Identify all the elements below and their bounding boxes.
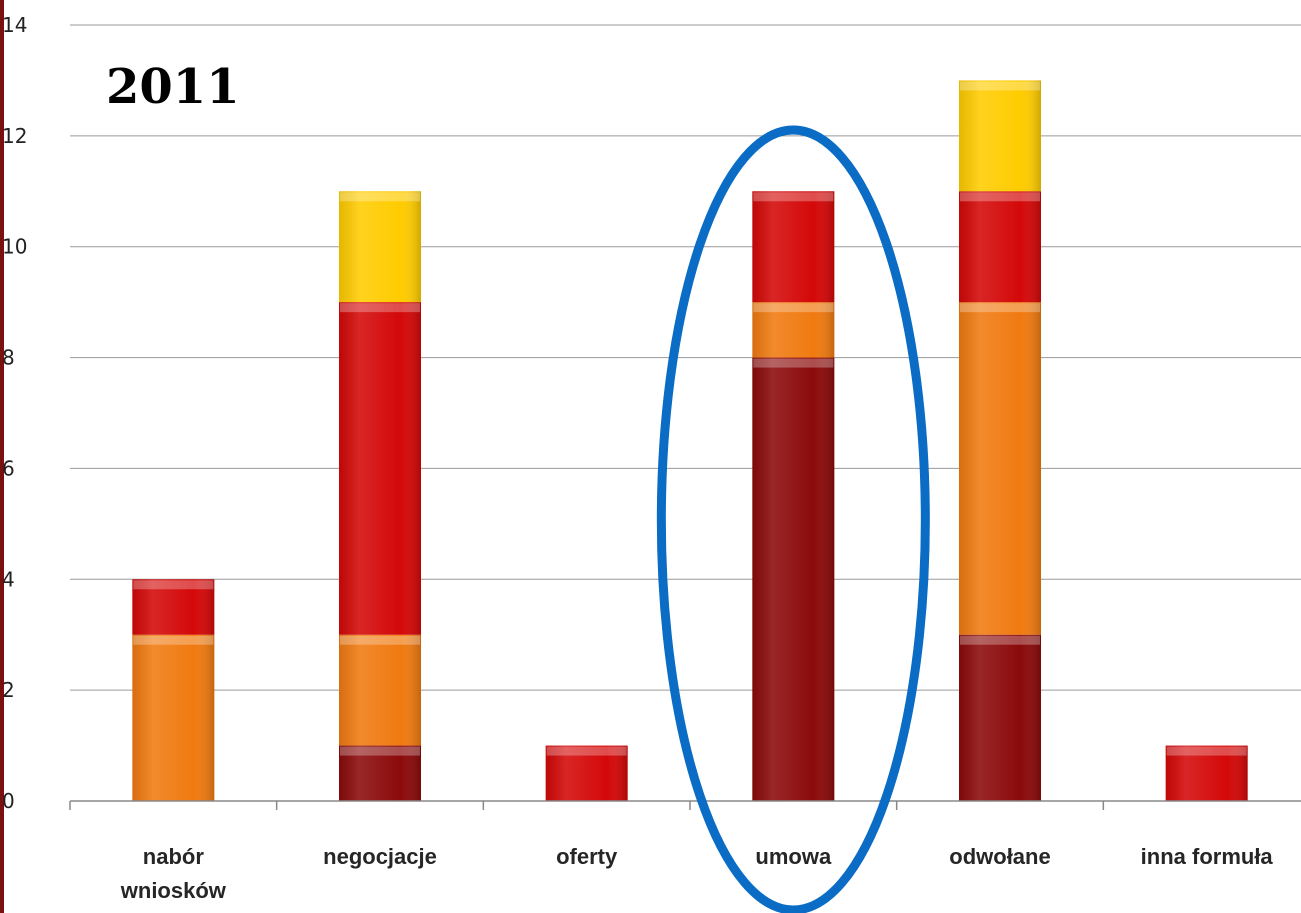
bar-segment: [752, 191, 835, 303]
bar-segment: [339, 191, 421, 303]
bar-segment-bevel: [1166, 746, 1247, 756]
x-category-label-line: negocjacje: [323, 844, 437, 869]
bar-segment-shade: [1165, 745, 1248, 801]
bar-segment-shade: [959, 634, 1041, 801]
bar-segment-bevel: [340, 303, 420, 313]
bar-segment-shade: [339, 745, 421, 801]
x-category-label-line: inna formuła: [1141, 844, 1274, 869]
bar-segment-bevel: [546, 746, 627, 756]
bar-segment: [752, 302, 835, 358]
y-axis-tick-labels: 0 2 4 6 8 10 12 14: [2, 13, 27, 813]
bar-segment-bevel: [753, 358, 834, 368]
x-category-label: odwołane: [949, 844, 1050, 869]
bar-segment: [752, 357, 835, 801]
y-tick-label: 0: [2, 789, 15, 813]
bar-segment-bevel: [133, 580, 214, 590]
x-category-label-line: odwołane: [949, 844, 1050, 869]
bar-segment-shade: [339, 634, 421, 746]
left-edge-bar: [0, 0, 4, 913]
x-category-label: umowa: [755, 844, 832, 869]
bar-segment-shade: [132, 634, 215, 801]
y-tick-label: 14: [2, 13, 27, 37]
bar-segment: [959, 80, 1041, 192]
bar-segment-shade: [132, 579, 215, 635]
x-axis: [69, 800, 1301, 810]
x-category-label: inna formuła: [1141, 844, 1274, 869]
bar-segment: [1165, 745, 1248, 801]
bar-segment: [339, 745, 421, 801]
bar-segment: [132, 634, 215, 801]
highlight-ellipse: [656, 125, 930, 913]
chart-title: 2011: [106, 59, 240, 115]
bar-segment-shade: [339, 191, 421, 303]
x-category-label-line: umowa: [755, 844, 832, 869]
bar-segment-shade: [752, 302, 835, 358]
x-category-label: nabór wniosków: [120, 844, 227, 903]
bar-segment-bevel: [960, 303, 1040, 313]
bar-segment-bevel: [960, 192, 1040, 202]
bar-segment-bevel: [340, 746, 420, 756]
y-tick-label: 8: [2, 346, 15, 370]
bar-segment-shade: [959, 80, 1041, 192]
x-category-label: negocjacje: [323, 844, 437, 869]
bar-segment-bevel: [133, 635, 214, 645]
bar-segment-bevel: [340, 635, 420, 645]
x-category-label: oferty: [556, 844, 618, 869]
x-category-label-line: oferty: [556, 844, 618, 869]
bar-segment: [339, 302, 421, 635]
bar-segment: [959, 191, 1041, 303]
x-axis-category-labels: nabór wniosków negocjacje oferty umowa odwoła…: [120, 844, 1274, 903]
bar-segment-bevel: [960, 635, 1040, 645]
bar-segment: [959, 634, 1041, 801]
bar-segment-shade: [752, 357, 835, 801]
y-tick-label: 2: [2, 678, 15, 702]
bar-segment-shade: [752, 191, 835, 303]
bar-segment-shade: [545, 745, 628, 801]
bar-segment-bevel: [340, 192, 420, 202]
bar-segment-bevel: [753, 192, 834, 202]
x-category-label-line: wniosków: [120, 878, 227, 903]
bar-segment-bevel: [960, 81, 1040, 91]
y-tick-label: 12: [2, 124, 27, 148]
gridlines: [70, 24, 1301, 691]
bar-segment: [545, 745, 628, 801]
highlight-ellipse-shape: [656, 125, 930, 913]
bar-segments: [132, 80, 1248, 801]
bar-segment: [132, 579, 215, 635]
bar-segment: [339, 634, 421, 746]
bar-segment-bevel: [753, 303, 834, 313]
bar-segment-shade: [339, 302, 421, 635]
y-tick-label: 10: [2, 235, 27, 259]
y-tick-label: 6: [2, 456, 15, 480]
y-tick-label: 4: [2, 567, 15, 591]
x-category-label-line: nabór: [143, 844, 205, 869]
bar-segment: [959, 302, 1041, 635]
bar-segment-shade: [959, 302, 1041, 635]
bar-segment-shade: [959, 191, 1041, 303]
